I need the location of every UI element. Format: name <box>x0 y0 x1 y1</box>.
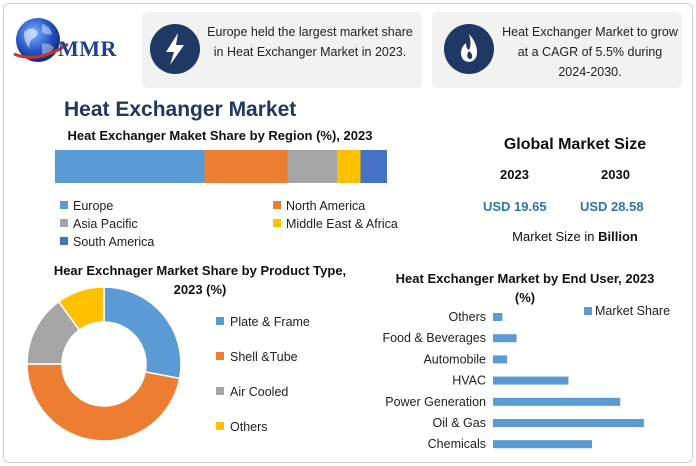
info-box-europe: Europe held the largest market share in … <box>142 12 422 88</box>
legend-item-plate-and-frame: Plate & Frame <box>216 315 310 329</box>
legend-label: Plate & Frame <box>230 315 310 329</box>
year-2023: 2023 <box>500 167 529 182</box>
legend-swatch <box>216 317 224 325</box>
market-size-2023: USD 19.65 <box>483 199 547 214</box>
flame-icon <box>444 24 494 74</box>
info-text: Heat Exchanger Market to grow at a CAGR … <box>502 25 678 79</box>
page-title: Heat Exchanger Market <box>64 98 297 121</box>
legend-item-air-cooled: Air Cooled <box>216 385 288 399</box>
category-label-hvac: HVAC <box>452 374 486 388</box>
bar-power-generation <box>493 397 621 406</box>
region-bar-segment-europe <box>55 150 205 183</box>
globe-icon <box>13 18 69 62</box>
legend-label-market-share: Market Share <box>595 304 670 318</box>
region-bar-segment-north-america <box>204 150 288 183</box>
product-donut-chart <box>26 286 182 442</box>
region-bar-segment-south-america <box>360 150 387 183</box>
legend-swatch <box>584 307 592 315</box>
global-market-size-title: Global Market Size <box>503 136 647 153</box>
legend-swatch <box>60 237 68 245</box>
category-label-chemicals: Chemicals <box>428 437 486 451</box>
legend-label: Shell &Tube <box>230 350 298 364</box>
category-label-automobile: Automobile <box>423 352 486 366</box>
legend-label: Middle East & Africa <box>286 217 398 231</box>
lightning-icon <box>150 24 200 74</box>
unit-note-prefix: Market Size in <box>512 229 599 244</box>
donut-slice-others <box>57 286 105 332</box>
info-text: Europe held the largest market share in … <box>207 25 413 59</box>
category-label-oil-and-gas: Oil & Gas <box>433 416 487 430</box>
enduser-chart-title: Heat Exchanger Market by End User, 2023 … <box>395 271 655 305</box>
legend-item-middle-east-and-africa: Middle East & Africa <box>273 217 398 231</box>
legend-swatch <box>273 219 281 227</box>
market-size-2030: USD 28.58 <box>580 199 644 214</box>
region-stacked-bar <box>55 150 387 183</box>
legend-swatch <box>60 219 68 227</box>
bar-automobile <box>493 355 508 364</box>
legend-label: South America <box>73 235 155 249</box>
brand-name: MMR <box>58 36 117 61</box>
category-label-power-generation: Power Generation <box>385 395 486 409</box>
legend-label: Asia Pacific <box>73 217 138 231</box>
mmr-logo: MMR <box>12 14 130 70</box>
legend-item-shell-andtube: Shell &Tube <box>216 350 298 364</box>
region-bar-segment-middle-east-and-africa <box>337 150 361 183</box>
legend-swatch <box>273 201 281 209</box>
donut-slice-shell-andtube <box>26 363 181 442</box>
market-size-unit-note: Market Size in Billion <box>470 229 680 244</box>
legend-item-others: Others <box>216 420 268 434</box>
legend-swatch <box>60 201 68 209</box>
year-2030: 2030 <box>601 167 630 182</box>
bar-others <box>493 313 503 321</box>
legend-label: Others <box>230 420 268 434</box>
legend-item-asia-pacific: Asia Pacific <box>60 217 138 231</box>
legend-swatch <box>216 352 224 360</box>
enduser-bar-chart: Others Food & Beverages Automobile HVAC Powe… <box>382 304 670 451</box>
bar-chemicals <box>493 440 592 449</box>
bar-food-and-beverages <box>493 334 517 343</box>
category-label-others: Others <box>448 310 486 324</box>
legend-label: North America <box>286 199 366 213</box>
legend-item-south-america: South America <box>60 235 154 249</box>
legend-swatch <box>216 387 224 395</box>
info-box-cagr: Heat Exchanger Market to grow at a CAGR … <box>432 12 682 88</box>
bar-hvac <box>493 376 569 385</box>
donut-slice-plate-and-frame <box>103 286 182 380</box>
legend-label: Europe <box>73 199 114 213</box>
legend-item-north-america: North America <box>273 199 365 213</box>
product-chart-title: Hear Exchnager Market Share by Product T… <box>53 263 347 297</box>
legend-swatch <box>216 422 224 430</box>
region-chart-title: Heat Exchanger Maket Share by Region (%)… <box>67 128 373 143</box>
region-bar-segment-asia-pacific <box>287 150 338 183</box>
unit-note-unit: Billion <box>598 229 638 244</box>
category-label-food-and-beverages: Food & Beverages <box>382 331 486 345</box>
legend-label: Air Cooled <box>230 385 289 399</box>
bar-oil-and-gas <box>493 419 644 427</box>
legend-item-europe: Europe <box>60 199 113 213</box>
